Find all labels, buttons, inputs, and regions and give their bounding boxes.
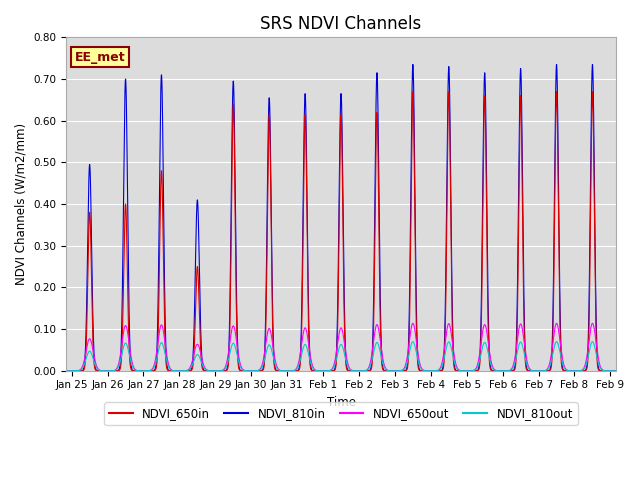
NDVI_810out [409,339,417,345]
NDVI_810in [409,61,417,67]
NDVI_810out [397,368,404,373]
NDVI_810in [205,368,212,373]
Line: NDVI_650in: NDVI_650in [67,92,616,371]
NDVI_650out [144,368,152,373]
NDVI_650in [409,89,417,95]
NDVI_650in [397,368,404,373]
NDVI_650out [344,360,351,366]
NDVI_650out [205,368,212,373]
NDVI_650out [63,368,70,373]
NDVI_650out [612,368,620,373]
NDVI_810in [144,368,152,373]
NDVI_810in [63,368,70,373]
Legend: NDVI_650in, NDVI_810in, NDVI_650out, NDVI_810out: NDVI_650in, NDVI_810in, NDVI_650out, NDV… [104,402,578,425]
NDVI_810in [92,364,99,370]
NDVI_810in [351,368,359,373]
Line: NDVI_810in: NDVI_810in [67,64,616,371]
NDVI_810in [397,368,404,373]
NDVI_650in [92,367,99,372]
NDVI_650out [92,358,99,364]
NDVI_810out [92,362,99,368]
NDVI_810out [344,363,351,369]
NDVI_650out [409,321,417,326]
Line: NDVI_650out: NDVI_650out [67,324,616,371]
NDVI_810out [63,368,70,373]
NDVI_650out [351,368,359,373]
NDVI_650in [144,368,152,373]
NDVI_650in [63,368,70,373]
NDVI_810in [612,368,620,373]
NDVI_810out [612,368,620,373]
NDVI_650in [351,368,359,373]
NDVI_810in [344,367,351,372]
NDVI_650in [205,368,212,373]
NDVI_810out [144,368,152,373]
NDVI_650in [612,368,620,373]
Line: NDVI_810out: NDVI_810out [67,342,616,371]
NDVI_810out [205,368,212,373]
NDVI_810out [351,368,359,373]
X-axis label: Time: Time [326,396,356,409]
Y-axis label: NDVI Channels (W/m2/mm): NDVI Channels (W/m2/mm) [15,123,28,285]
Title: SRS NDVI Channels: SRS NDVI Channels [260,15,422,33]
NDVI_650out [397,368,404,373]
NDVI_650in [344,368,351,373]
Text: EE_met: EE_met [74,51,125,64]
